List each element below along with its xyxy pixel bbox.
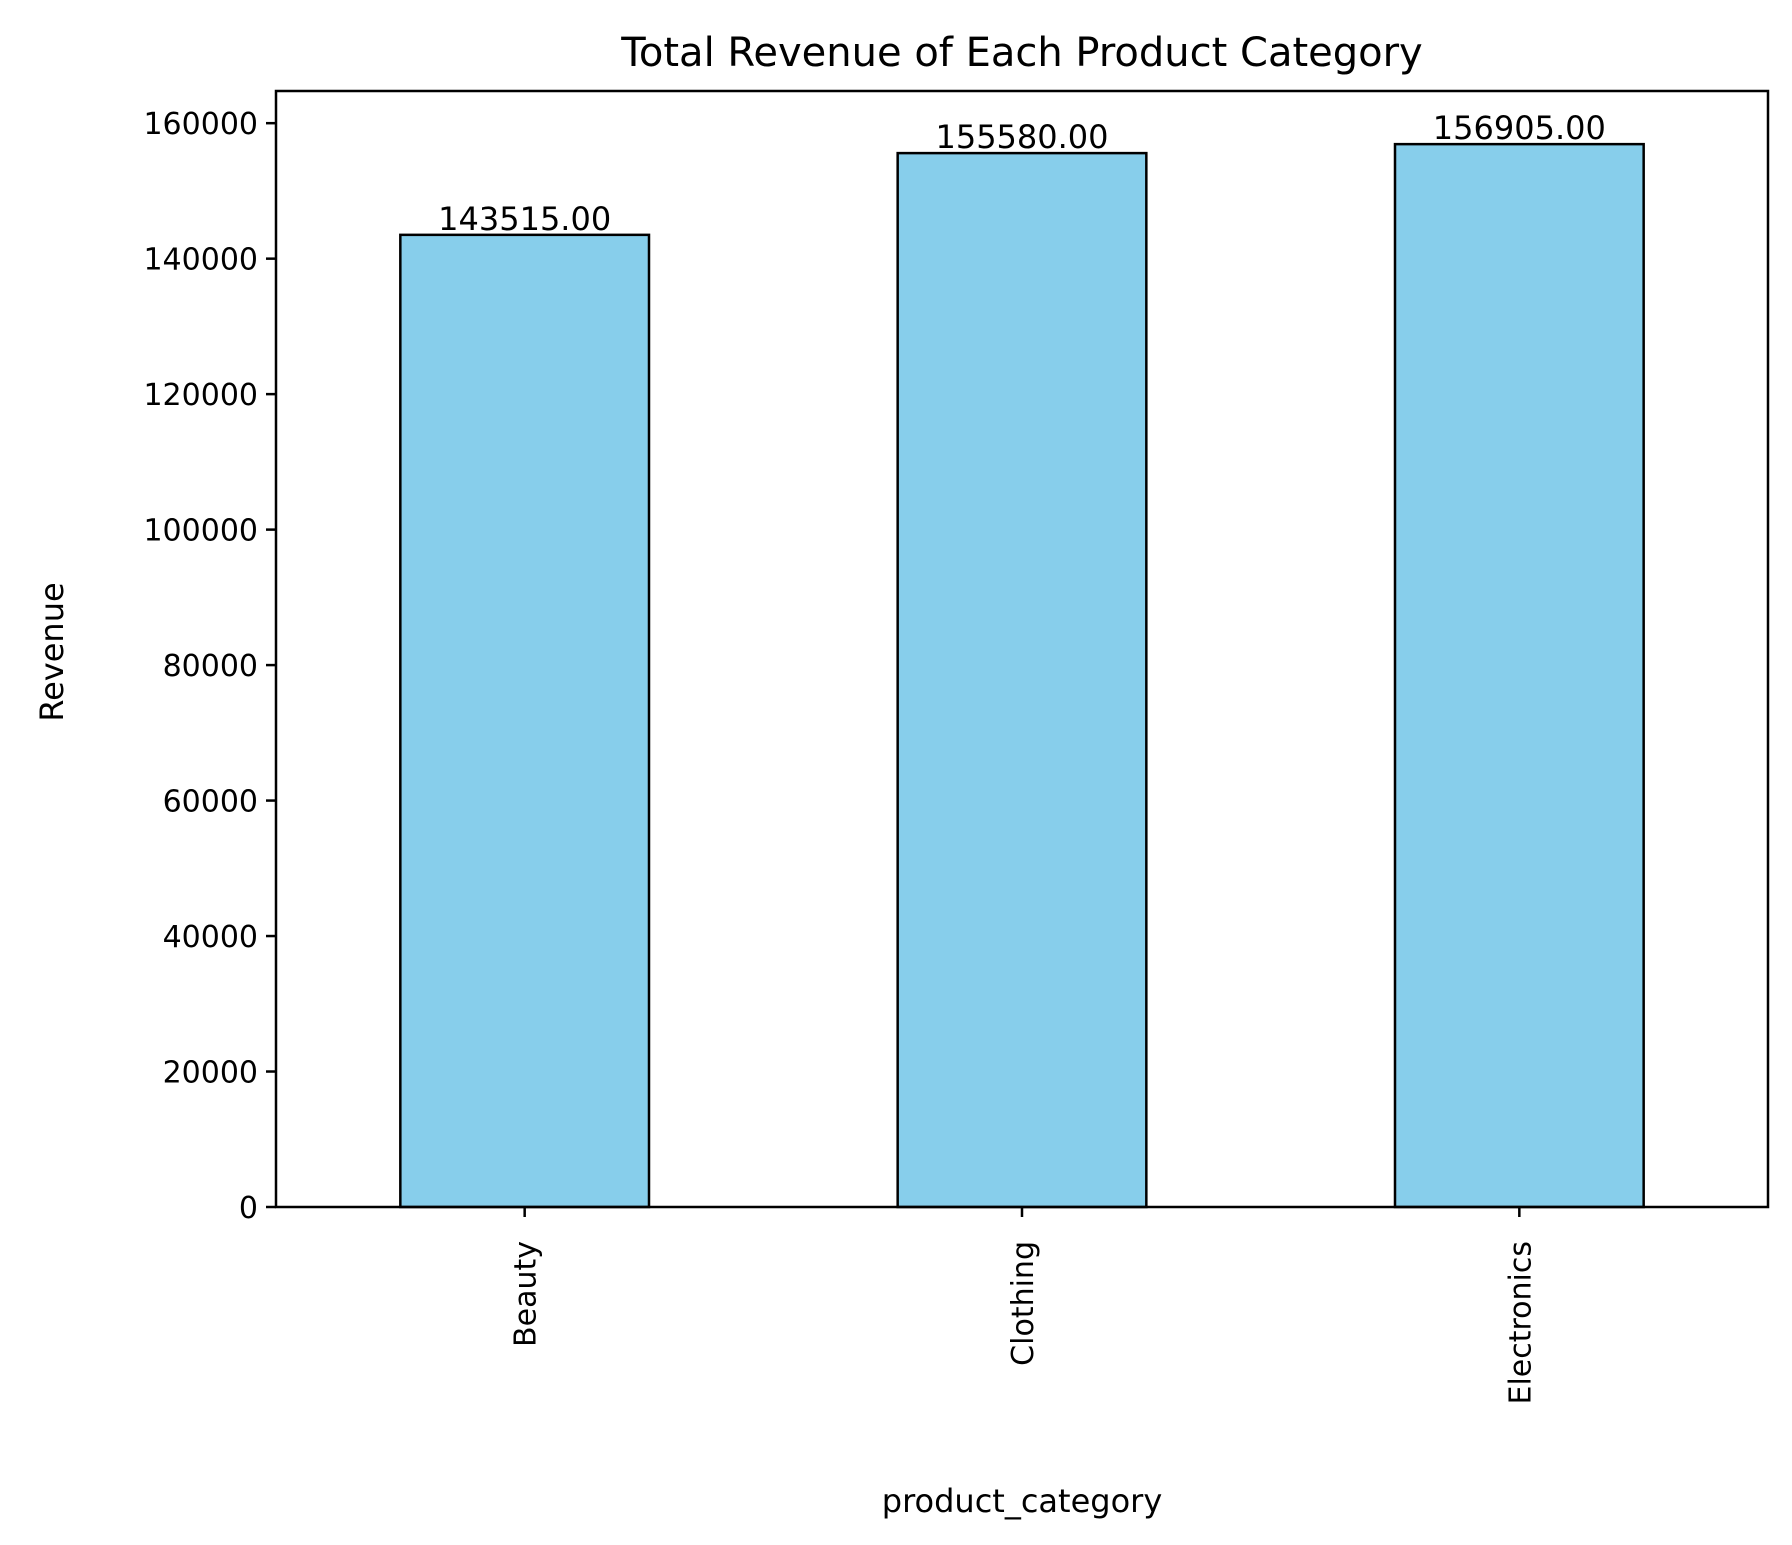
y-tick-label: 60000 [163,785,258,820]
chart-title: Total Revenue of Each Product Category [620,30,1422,76]
bars-group [399,142,1645,1209]
data-label-electronics: 156905.00 [1433,109,1606,147]
x-axis: Beauty Clothing Electronics [509,1207,1538,1405]
y-tick-label: 120000 [143,378,258,413]
y-tick-label: 160000 [143,107,258,142]
x-tick-label-electronics: Electronics [1503,1241,1538,1405]
x-tick-label-clothing: Clothing [1006,1241,1041,1366]
x-tick-label-beauty: Beauty [509,1241,544,1347]
bar-electronics [1393,142,1645,1209]
data-label-beauty: 143515.00 [438,200,611,238]
y-tick-label: 40000 [163,920,258,955]
bar-clothing [896,151,1148,1209]
plot-frame [274,89,1770,1209]
y-tick-label: 20000 [163,1056,258,1091]
y-tick-label: 140000 [143,243,258,278]
data-labels-group: 143515.00 155580.00 156905.00 [438,109,1606,238]
x-axis-label: product_category [882,1482,1163,1520]
data-label-clothing: 155580.00 [935,118,1108,156]
y-tick-label: 80000 [163,649,258,684]
bar-beauty [399,233,651,1209]
y-axis-label: Revenue [33,582,71,721]
y-axis: 0 20000 40000 60000 80000 100000 120000 140000 1… [143,107,276,1226]
y-tick-label: 0 [239,1191,258,1226]
y-tick-label: 100000 [143,514,258,549]
